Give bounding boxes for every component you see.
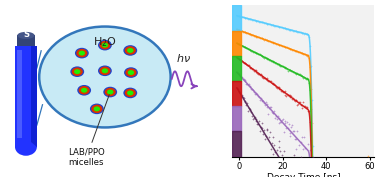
Circle shape (123, 45, 137, 56)
Circle shape (125, 89, 136, 97)
Circle shape (125, 46, 136, 55)
Ellipse shape (17, 32, 34, 39)
Circle shape (123, 88, 137, 98)
Circle shape (79, 51, 85, 56)
Circle shape (76, 49, 87, 57)
Circle shape (98, 40, 112, 50)
Text: H$_2$O: H$_2$O (93, 35, 117, 48)
Ellipse shape (16, 57, 37, 120)
Circle shape (102, 43, 108, 48)
Circle shape (128, 70, 134, 75)
Polygon shape (31, 46, 37, 147)
Circle shape (72, 67, 83, 76)
Ellipse shape (19, 65, 34, 112)
Circle shape (125, 68, 136, 77)
Bar (232, 56, 241, 81)
Circle shape (77, 85, 91, 96)
Circle shape (91, 105, 102, 113)
Circle shape (74, 69, 81, 74)
Circle shape (124, 67, 138, 78)
Polygon shape (17, 50, 22, 138)
Circle shape (90, 104, 104, 114)
Bar (232, 30, 241, 56)
Circle shape (127, 90, 133, 95)
Ellipse shape (21, 71, 32, 106)
Ellipse shape (15, 138, 37, 156)
Circle shape (99, 67, 110, 75)
Circle shape (102, 68, 108, 73)
Circle shape (39, 27, 170, 127)
Text: LAB/PPO
micelles: LAB/PPO micelles (68, 95, 109, 167)
Polygon shape (15, 46, 37, 147)
Bar (232, 81, 241, 106)
Bar (232, 5, 241, 30)
Circle shape (105, 88, 116, 96)
Text: S: S (23, 30, 29, 39)
Bar (232, 131, 241, 157)
Circle shape (99, 41, 110, 49)
Circle shape (70, 66, 84, 77)
X-axis label: Decay Time [ns]: Decay Time [ns] (266, 173, 340, 177)
Circle shape (94, 106, 100, 111)
Circle shape (81, 88, 87, 93)
Circle shape (75, 48, 89, 58)
Circle shape (103, 87, 117, 97)
Circle shape (127, 48, 133, 53)
Polygon shape (17, 35, 34, 46)
Bar (232, 106, 241, 131)
Text: $h\nu$: $h\nu$ (177, 52, 191, 64)
Circle shape (79, 86, 90, 95)
Circle shape (98, 65, 112, 76)
Circle shape (107, 90, 113, 95)
